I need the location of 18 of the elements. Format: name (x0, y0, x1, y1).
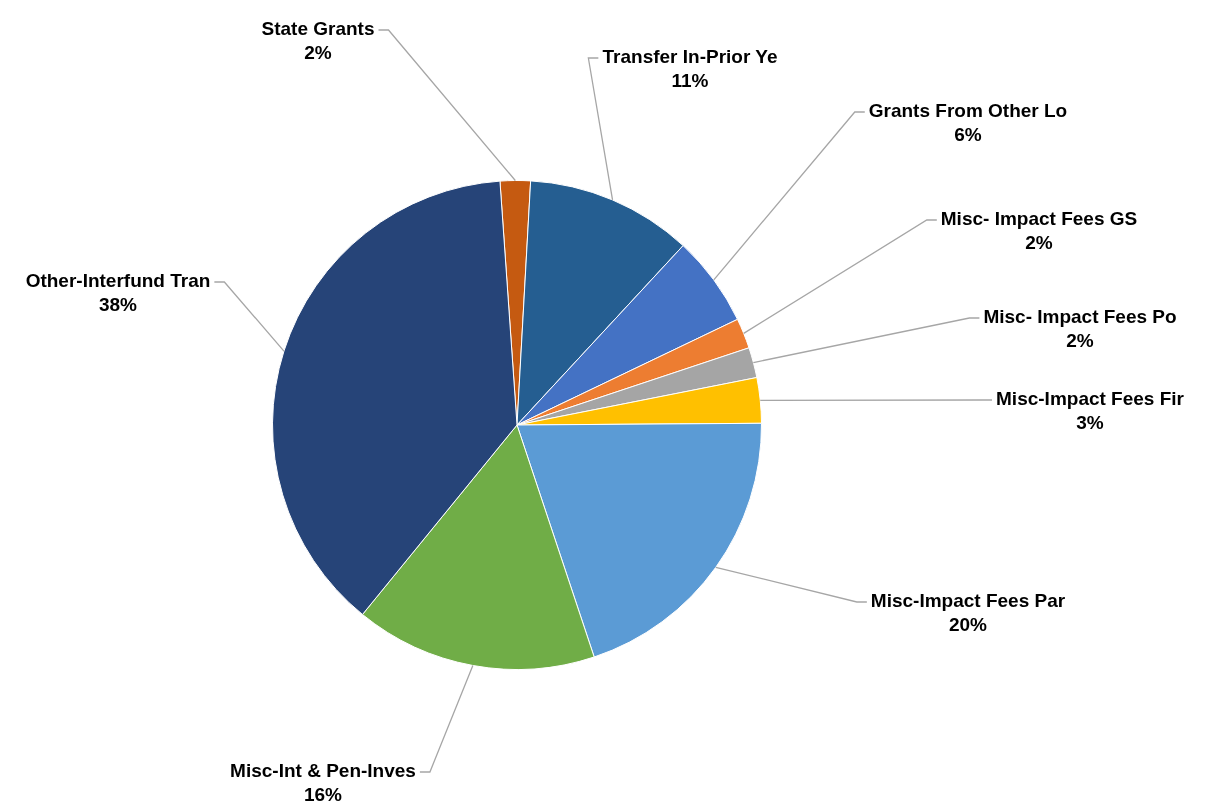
data-label: 38% (98, 294, 138, 316)
slice-label: Other-Interfund Tran (25, 270, 211, 292)
data-label: 16% (303, 784, 343, 801)
slice-label: Misc-Impact Fees Par (870, 590, 1066, 612)
data-label: 6% (954, 124, 982, 146)
slice-label: Misc- Impact Fees Po (983, 306, 1177, 328)
data-label: 3% (1076, 412, 1104, 434)
slice-label: Misc- Impact Fees GS (940, 208, 1138, 230)
data-label: 2% (1066, 330, 1094, 352)
slice-label: Grants From Other Lo (868, 100, 1068, 122)
data-label: 2% (1025, 232, 1053, 254)
data-label: 20% (948, 614, 988, 636)
slice-label: Misc-Int & Pen-Inves (230, 760, 416, 782)
slice-label: Transfer In-Prior Ye (602, 46, 778, 68)
data-label: 2% (304, 42, 332, 64)
slice-label: Misc-Impact Fees Fir (996, 388, 1185, 410)
data-label: 11% (671, 70, 709, 92)
slice-label: State Grants (261, 18, 375, 40)
